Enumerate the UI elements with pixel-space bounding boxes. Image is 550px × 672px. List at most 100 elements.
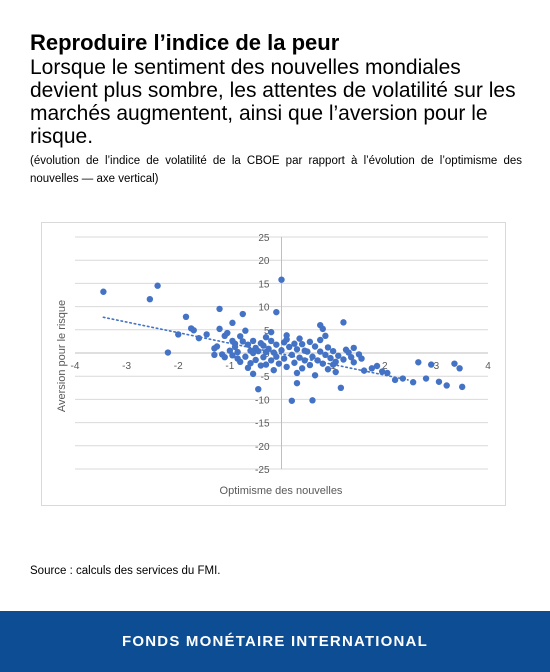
chart-area: 2520151050-5-10-15-20-25-4-3-2-11234 Opt…: [41, 222, 506, 506]
data-point: [340, 356, 347, 363]
data-point: [288, 397, 296, 404]
data-point: [239, 310, 246, 318]
data-point: [309, 353, 316, 360]
y-tick-label: 10: [258, 303, 270, 314]
data-point: [422, 375, 430, 382]
y-tick-label: 25: [258, 233, 270, 244]
chart-note: (évolution de l’indice de volatilité de …: [30, 155, 522, 185]
data-point: [267, 337, 275, 345]
y-axis-label: Aversion pour le risque: [56, 300, 68, 412]
data-point: [229, 352, 236, 359]
data-point: [234, 348, 241, 356]
data-point: [182, 313, 190, 321]
data-point: [190, 327, 197, 334]
data-point: [267, 328, 275, 336]
data-point: [306, 361, 314, 369]
data-point: [335, 352, 342, 359]
data-point: [337, 384, 345, 391]
data-point: [311, 372, 319, 379]
data-point: [409, 379, 417, 386]
x-tick-label: 4: [485, 361, 491, 372]
data-point: [100, 288, 107, 295]
x-tick-label: 2: [382, 361, 388, 372]
data-point: [154, 282, 161, 289]
data-point: [298, 365, 306, 372]
data-point: [304, 348, 311, 355]
data-point: [249, 337, 257, 345]
y-tick-label: 20: [258, 256, 270, 267]
data-point: [242, 353, 249, 360]
data-point: [458, 383, 466, 391]
x-tick-label: -4: [71, 361, 80, 372]
data-point: [260, 342, 267, 349]
data-point: [306, 338, 314, 346]
y-tick-label: -20: [255, 442, 270, 453]
data-point: [317, 336, 324, 344]
data-point: [262, 334, 270, 341]
data-point: [350, 344, 357, 352]
data-point: [456, 365, 463, 372]
data-point: [347, 353, 355, 361]
x-tick-label: 3: [434, 361, 440, 372]
data-point: [291, 359, 298, 366]
data-point: [332, 368, 339, 376]
data-point: [203, 331, 210, 338]
y-tick-label: -10: [255, 395, 270, 406]
data-point: [270, 366, 277, 374]
data-point: [242, 327, 249, 334]
data-point: [249, 370, 257, 378]
data-point: [278, 276, 285, 283]
data-point: [229, 337, 236, 345]
scatter-chart: 2520151050-5-10-15-20-25-4-3-2-11234 Opt…: [56, 233, 491, 497]
data-point: [319, 325, 326, 333]
data-point: [311, 343, 319, 350]
data-point: [340, 319, 347, 326]
data-point: [216, 305, 223, 313]
source-note: Source : calculs des services du FMI.: [30, 565, 221, 577]
chart-title: Reproduire l’indice de la peur: [30, 30, 340, 55]
data-point: [286, 343, 293, 351]
data-point: [237, 333, 244, 340]
data-point: [260, 353, 267, 361]
y-tick-label: -25: [255, 465, 270, 476]
data-point: [221, 353, 228, 361]
data-point: [451, 360, 458, 367]
data-point: [146, 295, 154, 303]
data-point: [293, 379, 301, 387]
data-point: [262, 361, 270, 368]
data-point: [239, 338, 246, 345]
data-point: [229, 319, 236, 327]
x-tick-label: -1: [225, 361, 234, 372]
data-point: [332, 358, 339, 366]
data-point: [164, 349, 172, 356]
data-point: [224, 329, 231, 337]
y-tick-label: -15: [255, 419, 270, 430]
y-tick-label: -5: [261, 372, 270, 383]
data-point: [249, 349, 257, 357]
data-points: [100, 276, 466, 404]
footer-org-name: FONDS MONÉTAIRE INTERNATIONAL: [122, 633, 428, 650]
data-point: [291, 340, 298, 347]
data-point: [391, 376, 399, 384]
data-point: [435, 378, 443, 385]
data-point: [275, 360, 283, 367]
data-point: [278, 347, 285, 354]
chart-header: Reproduire l’indice de la peur Lorsque l…: [30, 30, 522, 188]
data-point: [255, 385, 262, 393]
data-point: [428, 361, 435, 368]
x-tick-label: -2: [174, 361, 183, 372]
data-point: [257, 362, 265, 369]
data-point: [329, 347, 337, 355]
data-point: [296, 335, 303, 342]
y-tick-label: 15: [258, 279, 270, 290]
data-point: [273, 308, 280, 316]
y-tick-label: 5: [264, 326, 270, 337]
data-point: [283, 363, 290, 371]
data-point: [283, 332, 290, 339]
data-point: [368, 365, 376, 372]
data-point: [237, 358, 244, 366]
data-point: [355, 351, 363, 358]
data-point: [317, 348, 324, 355]
data-point: [244, 364, 252, 372]
data-point: [280, 355, 288, 362]
